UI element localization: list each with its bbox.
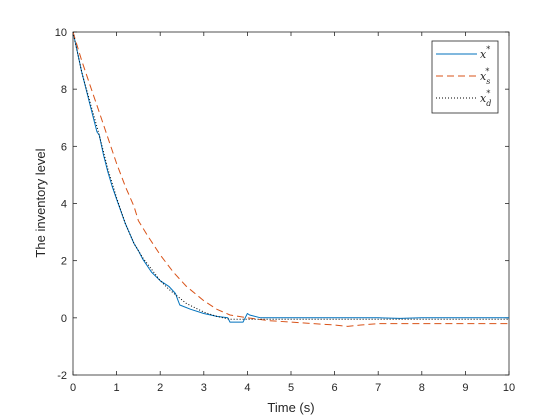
x-tick-label: 4 (244, 382, 250, 394)
x-tick-label: 3 (201, 382, 207, 394)
y-axis-label: The inventory level (33, 148, 48, 257)
x-tick-label: 5 (288, 382, 294, 394)
y-tick-label: -2 (57, 370, 67, 382)
x-tick-label: 1 (114, 382, 120, 394)
y-tick-label: 0 (61, 313, 67, 325)
legend: x*xs*xd* (432, 41, 498, 113)
x-axis-label: Time (s) (267, 400, 314, 415)
y-tick-label: 6 (61, 141, 67, 153)
x-tick-label: 0 (70, 382, 76, 394)
y-tick-label: 8 (61, 84, 67, 96)
y-tick-label: 2 (61, 256, 67, 268)
y-tick-label: 4 (61, 199, 67, 211)
x-tick-label: 2 (157, 382, 163, 394)
x-tick-label: 7 (375, 382, 381, 394)
x-tick-label: 6 (332, 382, 338, 394)
x-tick-label: 8 (419, 382, 425, 394)
x-tick-label: 10 (503, 382, 515, 394)
y-tick-label: 10 (55, 27, 67, 39)
x-tick-label: 9 (462, 382, 468, 394)
